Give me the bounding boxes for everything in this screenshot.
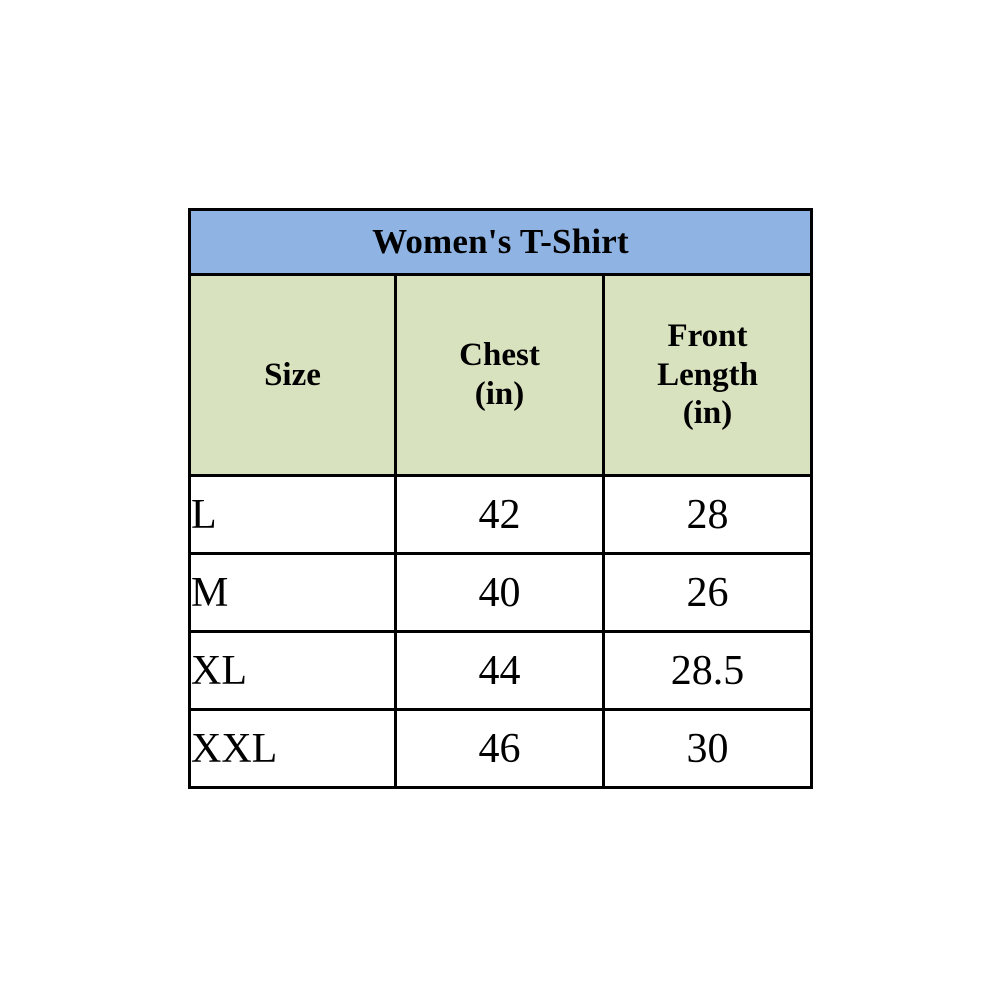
cell-size: M: [188, 552, 397, 633]
column-header-front-line2: Length: [657, 356, 758, 393]
column-header-chest: Chest (in): [394, 273, 605, 477]
column-header-front-line3: (in): [682, 395, 733, 432]
cell-front-length: 30: [602, 708, 813, 789]
column-header-front-line1: Front: [667, 317, 748, 354]
column-header-front-length: Front Length (in): [602, 273, 813, 477]
column-header-size: Size: [188, 273, 397, 477]
cell-chest: 46: [394, 708, 605, 789]
table-header-row: Size Chest (in) Front Length (in): [188, 273, 813, 477]
column-header-chest-line1: Chest: [459, 337, 540, 374]
cell-size: XXL: [188, 708, 397, 789]
table-row: XXL 46 30: [188, 708, 813, 789]
cell-size: XL: [188, 630, 397, 711]
table-title: Women's T-Shirt: [188, 208, 813, 276]
cell-size: L: [188, 474, 397, 555]
cell-front-length: 26: [602, 552, 813, 633]
column-header-chest-line2: (in): [474, 376, 525, 412]
cell-front-length: 28: [602, 474, 813, 555]
table-row: XL 44 28.5: [188, 630, 813, 711]
cell-chest: 40: [394, 552, 605, 633]
table-row: L 42 28: [188, 474, 813, 555]
cell-front-length: 28.5: [602, 630, 813, 711]
size-chart-table: Women's T-Shirt Size Chest (in) Front Le…: [188, 208, 813, 789]
table-title-row: Women's T-Shirt: [188, 208, 813, 276]
cell-chest: 44: [394, 630, 605, 711]
table-row: M 40 26: [188, 552, 813, 633]
cell-chest: 42: [394, 474, 605, 555]
